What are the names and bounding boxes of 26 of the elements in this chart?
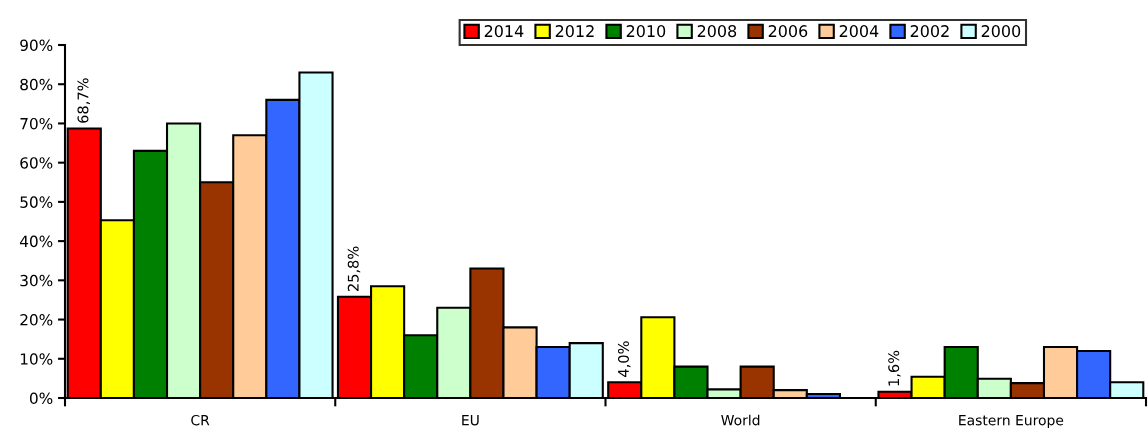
x-tick-label: World [721,414,760,426]
x-tick-label: EU [462,415,479,426]
y-tick-label: 70% [20,117,53,130]
y-tick-label: 60% [20,157,53,169]
x-tick-label: CR [191,414,210,426]
y-tick-label: 0% [29,392,53,405]
y-tick-label: 90% [20,39,53,52]
legend-label: 2012 [555,25,594,38]
legend-label: 2006 [768,25,808,38]
y-tick-label: 10% [20,353,53,365]
legend-label: 2000 [981,25,1021,38]
data-label: 68,7% [77,78,90,123]
data-label: 1,6% [888,350,901,386]
x-tick-label: Eastern Europe [959,415,1064,429]
legend-label: 2010 [626,25,666,38]
y-tick-label: 20% [20,314,53,326]
y-tick-label: 80% [20,78,53,91]
data-label: 4,0% [617,341,631,377]
y-tick-label: 40% [19,235,53,248]
legend-label: 2004 [839,25,879,38]
y-tick-label: 30% [20,274,53,287]
legend-label: 2014 [484,25,524,38]
data-label: 25,8% [347,246,361,292]
y-tick-label: 50% [20,196,53,208]
legend-label: 2008 [697,25,737,38]
legend-label: 2002 [910,25,949,38]
